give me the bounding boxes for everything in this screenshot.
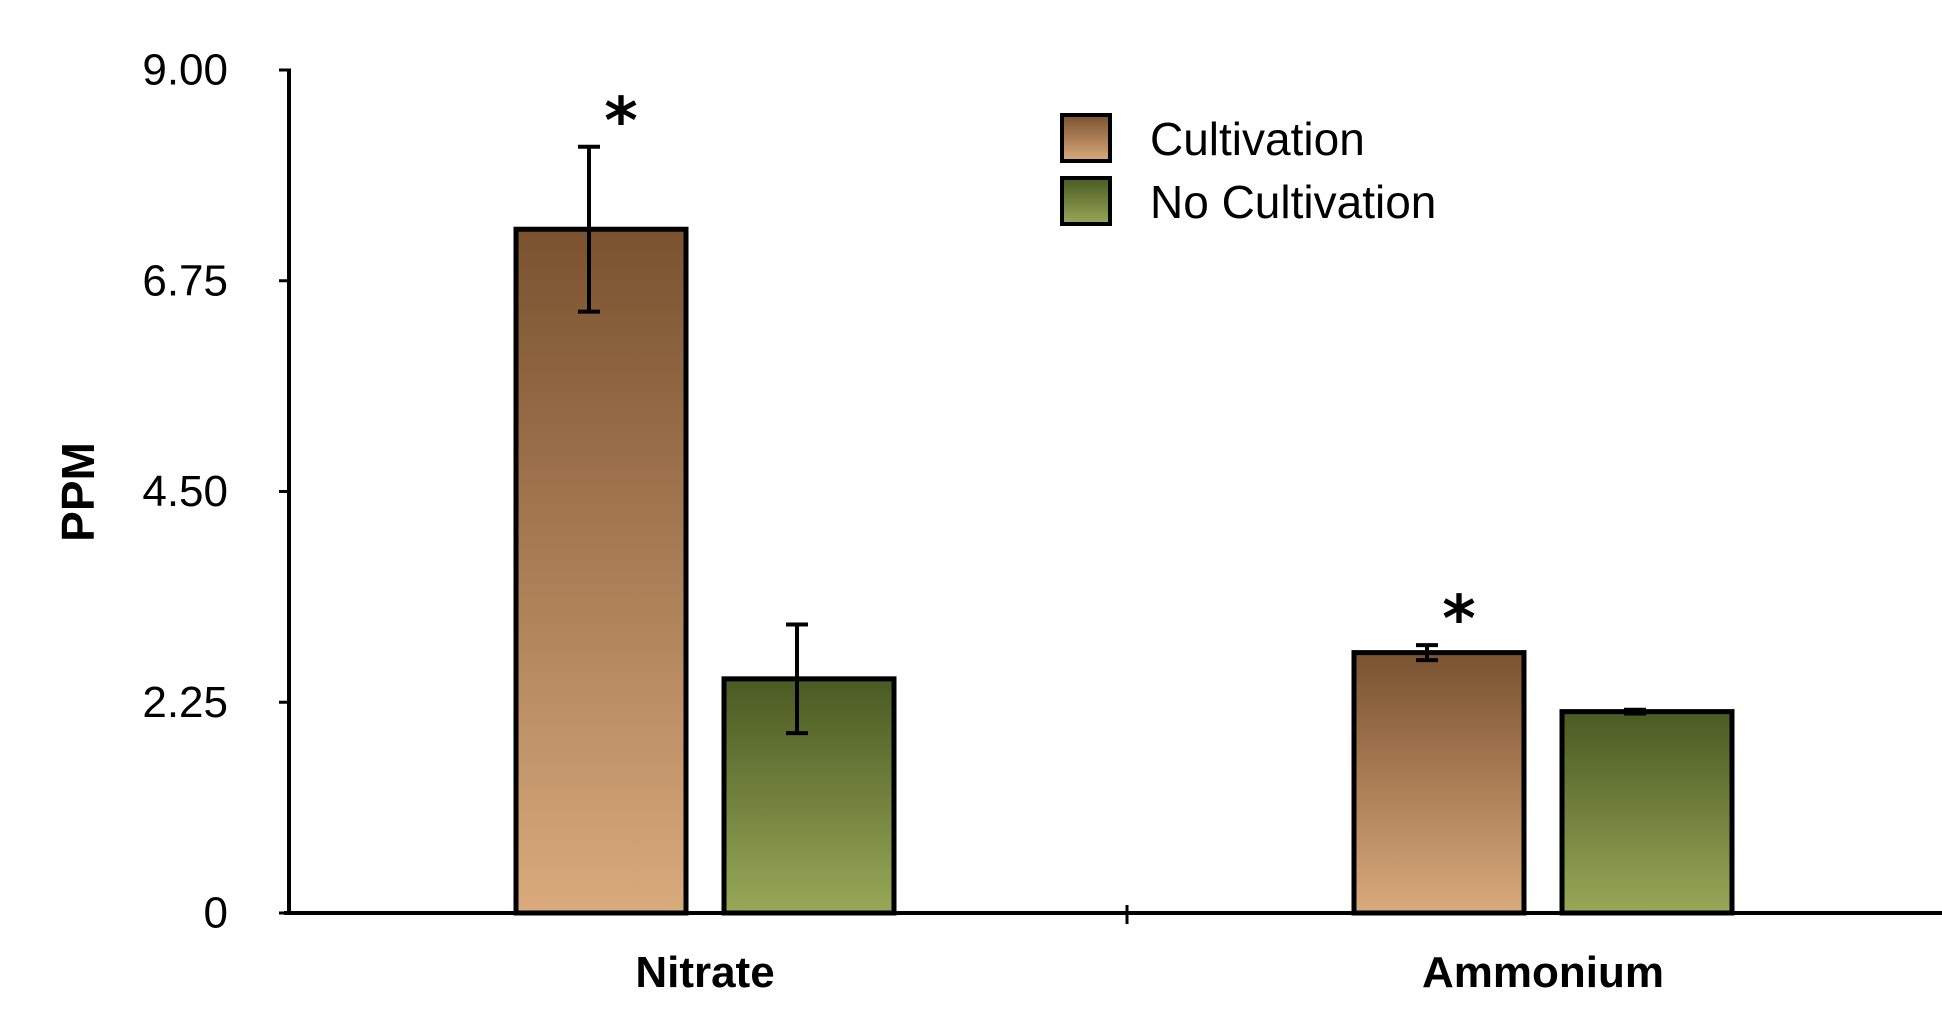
legend-swatch-cultivation bbox=[1060, 113, 1112, 163]
significance-star: * bbox=[604, 85, 637, 159]
bar-no-cultivation-nitrate bbox=[721, 676, 897, 916]
category-label-ammonium: Ammonium bbox=[1422, 948, 1664, 997]
legend-swatch-no-cultivation bbox=[1060, 176, 1112, 226]
y-ticks: 0 2.25 4.50 6.75 9.00 bbox=[142, 46, 291, 938]
legend-label-no-cultivation: No Cultivation bbox=[1150, 176, 1436, 228]
significance-markers: ** bbox=[604, 85, 1475, 657]
error-bars bbox=[578, 144, 1646, 736]
y-tick-label: 0 bbox=[204, 889, 228, 938]
y-tick-label: 2.25 bbox=[142, 678, 228, 727]
error-bar bbox=[1416, 643, 1438, 663]
bar-no-cultivation-ammonium bbox=[1559, 709, 1735, 916]
legend-label-cultivation: Cultivation bbox=[1150, 113, 1365, 165]
significance-star: * bbox=[1442, 583, 1475, 657]
y-tick-label: 9.00 bbox=[142, 46, 228, 95]
bar-cultivation-ammonium bbox=[1351, 650, 1527, 916]
y-tick-label: 6.75 bbox=[142, 256, 228, 305]
legend: Cultivation No Cultivation bbox=[1060, 113, 1436, 228]
error-bar bbox=[786, 622, 808, 736]
error-bar bbox=[1624, 707, 1646, 716]
y-axis-title: PPM bbox=[52, 442, 104, 542]
category-label-nitrate: Nitrate bbox=[635, 948, 774, 997]
error-bar bbox=[578, 144, 600, 314]
bar-cultivation-nitrate bbox=[513, 226, 689, 916]
y-tick-label: 4.50 bbox=[142, 467, 228, 516]
bars bbox=[513, 226, 1735, 916]
